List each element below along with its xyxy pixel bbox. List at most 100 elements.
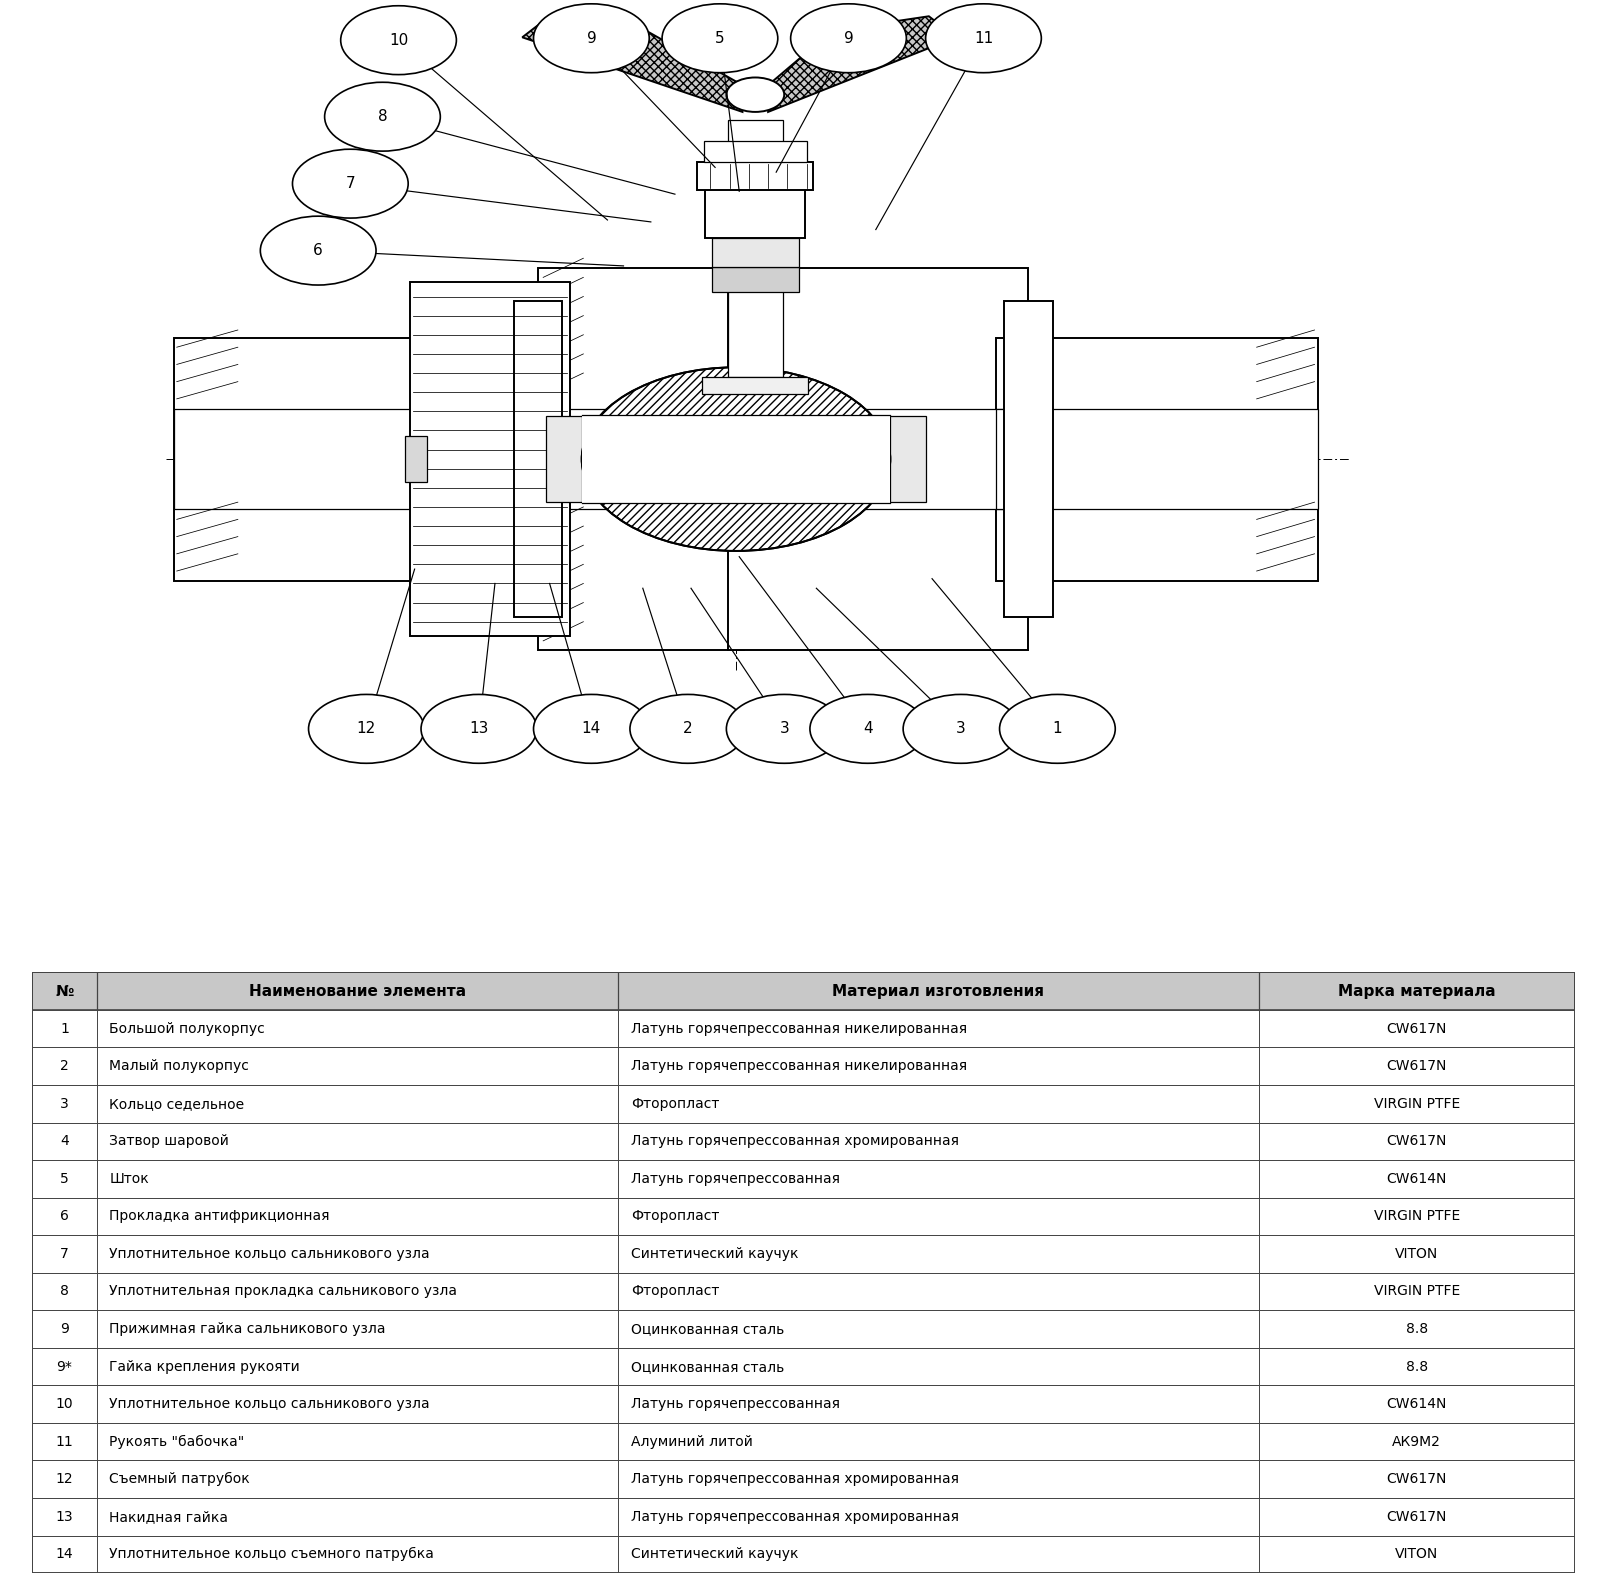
- Bar: [32, 1385, 1575, 1423]
- Bar: [582, 416, 890, 503]
- Text: Латунь горячепрессованная хромированная: Латунь горячепрессованная хромированная: [630, 1510, 959, 1524]
- Text: 11: 11: [56, 1434, 74, 1448]
- Bar: [728, 267, 1028, 650]
- Bar: [514, 302, 562, 617]
- Bar: [546, 416, 582, 503]
- Bar: [697, 161, 813, 190]
- Bar: [702, 376, 808, 394]
- Text: 9: 9: [844, 30, 853, 46]
- Bar: [705, 185, 805, 239]
- Text: 3: 3: [956, 721, 966, 737]
- Text: 1: 1: [1053, 721, 1062, 737]
- Text: VITON: VITON: [1395, 1548, 1438, 1562]
- Text: 9: 9: [59, 1322, 69, 1336]
- Text: Уплотнительная прокладка сальникового узла: Уплотнительная прокладка сальникового уз…: [109, 1284, 458, 1298]
- Text: CW617N: CW617N: [1387, 1059, 1446, 1073]
- Bar: [538, 409, 731, 509]
- Text: 3: 3: [779, 721, 789, 737]
- Text: АК9М2: АК9М2: [1392, 1434, 1441, 1448]
- Text: VITON: VITON: [1395, 1247, 1438, 1262]
- Text: 13: 13: [56, 1510, 74, 1524]
- Text: 2: 2: [59, 1059, 69, 1073]
- Text: Уплотнительное кольцо сальникового узла: Уплотнительное кольцо сальникового узла: [109, 1398, 431, 1412]
- Text: 4: 4: [863, 721, 873, 737]
- Circle shape: [260, 217, 376, 285]
- Bar: [174, 338, 434, 580]
- Circle shape: [341, 6, 456, 74]
- Text: 8.8: 8.8: [1406, 1322, 1427, 1336]
- Text: 8: 8: [59, 1284, 69, 1298]
- Text: Синтетический каучук: Синтетический каучук: [630, 1247, 799, 1262]
- Text: Алуминий литой: Алуминий литой: [630, 1434, 752, 1448]
- Text: 8: 8: [378, 109, 387, 125]
- Circle shape: [926, 3, 1041, 73]
- Bar: [741, 409, 1028, 509]
- Text: Накидная гайка: Накидная гайка: [109, 1510, 228, 1524]
- Text: 3: 3: [59, 1097, 69, 1111]
- Text: VIRGIN PTFE: VIRGIN PTFE: [1374, 1284, 1459, 1298]
- Text: Наименование элемента: Наименование элемента: [249, 983, 466, 999]
- Text: Фторопласт: Фторопласт: [630, 1097, 718, 1111]
- Bar: [1004, 302, 1053, 617]
- Text: 7: 7: [346, 175, 355, 191]
- Text: 10: 10: [389, 33, 408, 47]
- Text: 5: 5: [715, 30, 725, 46]
- Text: CW614N: CW614N: [1387, 1398, 1446, 1412]
- Bar: [32, 1499, 1575, 1535]
- Text: Шток: Шток: [109, 1172, 149, 1186]
- Text: 4: 4: [59, 1134, 69, 1148]
- Text: 12: 12: [357, 721, 376, 737]
- Circle shape: [630, 694, 746, 764]
- Text: VIRGIN PTFE: VIRGIN PTFE: [1374, 1209, 1459, 1224]
- Bar: [32, 1198, 1575, 1235]
- Text: 5: 5: [59, 1172, 69, 1186]
- Text: Прижимная гайка сальникового узла: Прижимная гайка сальникового узла: [109, 1322, 386, 1336]
- Text: CW617N: CW617N: [1387, 1134, 1446, 1148]
- Text: Латунь горячепрессованная хромированная: Латунь горячепрессованная хромированная: [630, 1134, 959, 1148]
- Text: Фторопласт: Фторопласт: [630, 1284, 718, 1298]
- Text: 6: 6: [313, 243, 323, 258]
- Circle shape: [534, 694, 649, 764]
- Bar: [712, 267, 799, 292]
- Text: 8.8: 8.8: [1406, 1360, 1427, 1374]
- Text: Латунь горячепрессованная: Латунь горячепрессованная: [630, 1398, 840, 1412]
- Polygon shape: [768, 16, 956, 112]
- Bar: [538, 267, 744, 650]
- Circle shape: [662, 3, 778, 73]
- Text: Латунь горячепрессованная: Латунь горячепрессованная: [630, 1172, 840, 1186]
- Circle shape: [534, 3, 649, 73]
- Bar: [996, 338, 1318, 580]
- Text: 9*: 9*: [56, 1360, 72, 1374]
- Text: №: №: [55, 983, 74, 999]
- Text: Уплотнительное кольцо сальникового узла: Уплотнительное кольцо сальникового узла: [109, 1247, 431, 1262]
- Text: Большой полукорпус: Большой полукорпус: [109, 1021, 265, 1036]
- Text: Съемный патрубок: Съемный патрубок: [109, 1472, 251, 1486]
- Bar: [32, 1123, 1575, 1160]
- Text: CW617N: CW617N: [1387, 1510, 1446, 1524]
- Circle shape: [726, 694, 842, 764]
- Text: 13: 13: [469, 721, 489, 737]
- Text: Прокладка антифрикционная: Прокладка антифрикционная: [109, 1209, 329, 1224]
- Text: Синтетический каучук: Синтетический каучук: [630, 1548, 799, 1562]
- Text: Рукоять "бабочка": Рукоять "бабочка": [109, 1434, 244, 1448]
- Text: Латунь горячепрессованная хромированная: Латунь горячепрессованная хромированная: [630, 1472, 959, 1486]
- Bar: [712, 239, 799, 267]
- Bar: [728, 120, 783, 376]
- Bar: [32, 1423, 1575, 1461]
- Circle shape: [791, 3, 906, 73]
- Text: Фторопласт: Фторопласт: [630, 1209, 718, 1224]
- Text: 6: 6: [59, 1209, 69, 1224]
- Bar: [32, 1085, 1575, 1123]
- Circle shape: [726, 77, 784, 112]
- Text: Уплотнительное кольцо съемного патрубка: Уплотнительное кольцо съемного патрубка: [109, 1548, 434, 1562]
- Circle shape: [810, 694, 926, 764]
- Text: 1: 1: [59, 1021, 69, 1036]
- Text: Оцинкованная сталь: Оцинкованная сталь: [630, 1322, 784, 1336]
- Bar: [704, 141, 807, 161]
- Bar: [32, 1273, 1575, 1311]
- Text: 2: 2: [683, 721, 693, 737]
- Text: 7: 7: [59, 1247, 69, 1262]
- Bar: [32, 1311, 1575, 1347]
- Bar: [174, 409, 434, 509]
- Bar: [32, 1010, 1575, 1047]
